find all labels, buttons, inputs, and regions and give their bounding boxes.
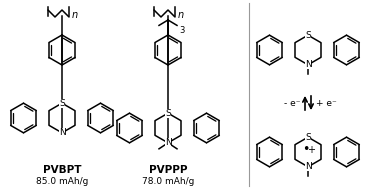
Text: •: • bbox=[302, 143, 310, 156]
Text: S: S bbox=[305, 31, 311, 40]
Text: N: N bbox=[164, 138, 171, 147]
Text: n: n bbox=[72, 10, 78, 20]
Text: N: N bbox=[305, 162, 311, 171]
Text: n: n bbox=[178, 10, 184, 20]
Text: - e⁻: - e⁻ bbox=[283, 98, 300, 108]
Text: N: N bbox=[305, 60, 311, 69]
Text: S: S bbox=[305, 133, 311, 142]
Text: S: S bbox=[165, 109, 171, 118]
Text: PVBPT: PVBPT bbox=[43, 165, 81, 175]
Text: 85.0 mAh/g: 85.0 mAh/g bbox=[36, 177, 88, 185]
Text: N: N bbox=[59, 128, 65, 137]
Text: + e⁻: + e⁻ bbox=[316, 98, 337, 108]
Text: PVPPP: PVPPP bbox=[149, 165, 187, 175]
Text: 3: 3 bbox=[179, 26, 184, 35]
Text: +: + bbox=[307, 145, 315, 155]
Text: 78.0 mAh/g: 78.0 mAh/g bbox=[142, 177, 194, 185]
Text: S: S bbox=[59, 99, 65, 108]
